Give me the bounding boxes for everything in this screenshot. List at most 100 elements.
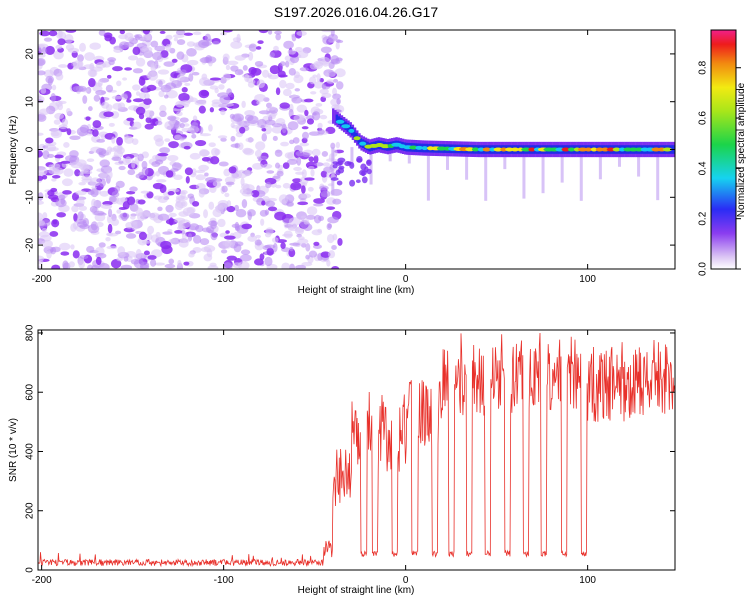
noise-blob [125, 233, 137, 239]
spectrogram-ytick-label: -10 [25, 190, 36, 205]
noise-blob [237, 142, 244, 150]
noise-blob [311, 229, 323, 236]
track-peak [561, 147, 571, 152]
noise-blob [260, 124, 265, 129]
noise-blob [281, 123, 287, 134]
noise-blob [69, 135, 81, 141]
noise-blob [316, 73, 321, 83]
noise-blob [326, 259, 331, 267]
track-scatter [349, 162, 355, 169]
noise-blob [66, 128, 72, 136]
noise-blob [254, 94, 266, 102]
noise-blob [260, 218, 265, 226]
noise-blob [254, 60, 264, 67]
noise-blob [241, 191, 254, 197]
noise-blob [99, 159, 110, 168]
noise-blob [45, 45, 55, 56]
noise-blob [117, 102, 126, 110]
noise-blob [40, 87, 47, 94]
noise-blob [132, 98, 145, 103]
noise-blob [305, 254, 310, 260]
noise-blob [289, 139, 295, 145]
noise-blob [58, 30, 63, 38]
noise-blob [110, 218, 120, 226]
noise-blob [294, 88, 301, 92]
noise-blob [86, 264, 94, 269]
noise-blob [228, 166, 237, 174]
track-scatter [366, 168, 372, 175]
noise-blob [244, 109, 256, 117]
noise-blob [132, 68, 143, 74]
noise-blob [158, 80, 163, 87]
noise-blob [123, 256, 129, 262]
noise-blob [125, 156, 132, 164]
noise-blob [198, 189, 205, 198]
noise-blob [335, 57, 343, 62]
noise-blob [141, 240, 152, 244]
spectrogram-xtick-label: 0 [403, 274, 409, 285]
noise-blob [154, 45, 166, 52]
noise-blob [132, 84, 141, 91]
noise-blob [78, 260, 86, 269]
track-scatter [349, 179, 356, 187]
noise-blob [195, 170, 206, 174]
noise-blob [51, 264, 61, 269]
noise-blob [212, 180, 221, 187]
noise-blob [89, 177, 102, 187]
noise-blob [189, 223, 200, 231]
noise-blob [143, 98, 152, 106]
noise-blob [155, 170, 161, 177]
noise-blob [199, 149, 210, 157]
noise-blob [89, 42, 101, 50]
noise-blob [138, 113, 145, 120]
noise-blob [150, 258, 157, 267]
track-streak [350, 147, 354, 167]
noise-blob [279, 102, 290, 109]
noise-blob [116, 136, 123, 146]
track-peak [662, 147, 672, 152]
noise-blob [64, 33, 74, 44]
noise-blob [207, 229, 214, 234]
spectrogram-ytick-label: 20 [25, 48, 36, 60]
noise-blob [50, 246, 57, 255]
noise-blob [254, 258, 264, 266]
noise-blob [55, 44, 63, 50]
noise-blob [179, 122, 185, 129]
noise-blob [247, 209, 256, 217]
spectrogram-ytick-label: -20 [25, 237, 36, 252]
noise-blob [180, 100, 191, 106]
noise-blob [180, 190, 188, 195]
noise-blob [313, 198, 325, 204]
track-peak [489, 147, 496, 152]
track-scatter [361, 176, 368, 184]
noise-blob [157, 195, 168, 204]
noise-blob [261, 133, 268, 142]
noise-blob [62, 260, 69, 269]
noise-blob [254, 149, 262, 158]
noise-blob [127, 169, 136, 176]
track-band-outer [334, 110, 337, 126]
noise-blob [71, 205, 79, 213]
noise-blob [150, 40, 159, 48]
noise-blob [313, 60, 324, 70]
noise-blob [310, 91, 317, 95]
noise-blob [192, 115, 198, 122]
noise-blob [129, 186, 138, 192]
noise-blob [321, 30, 334, 33]
noise-blob [322, 162, 330, 167]
noise-blob [199, 57, 212, 64]
noise-blob [232, 113, 244, 122]
noise-blob [320, 190, 331, 198]
track-streak [331, 147, 335, 196]
noise-blob [280, 141, 289, 147]
noise-blob [155, 179, 167, 183]
noise-blob [38, 212, 43, 221]
noise-blob [320, 170, 328, 178]
noise-blob [304, 177, 315, 181]
noise-blob [244, 169, 251, 177]
noise-blob [95, 147, 107, 155]
noise-blob [276, 170, 284, 177]
noise-blob [242, 147, 253, 155]
noise-blob [278, 194, 289, 204]
chart-title: S197.2026.016.04.26.G17 [274, 4, 438, 20]
